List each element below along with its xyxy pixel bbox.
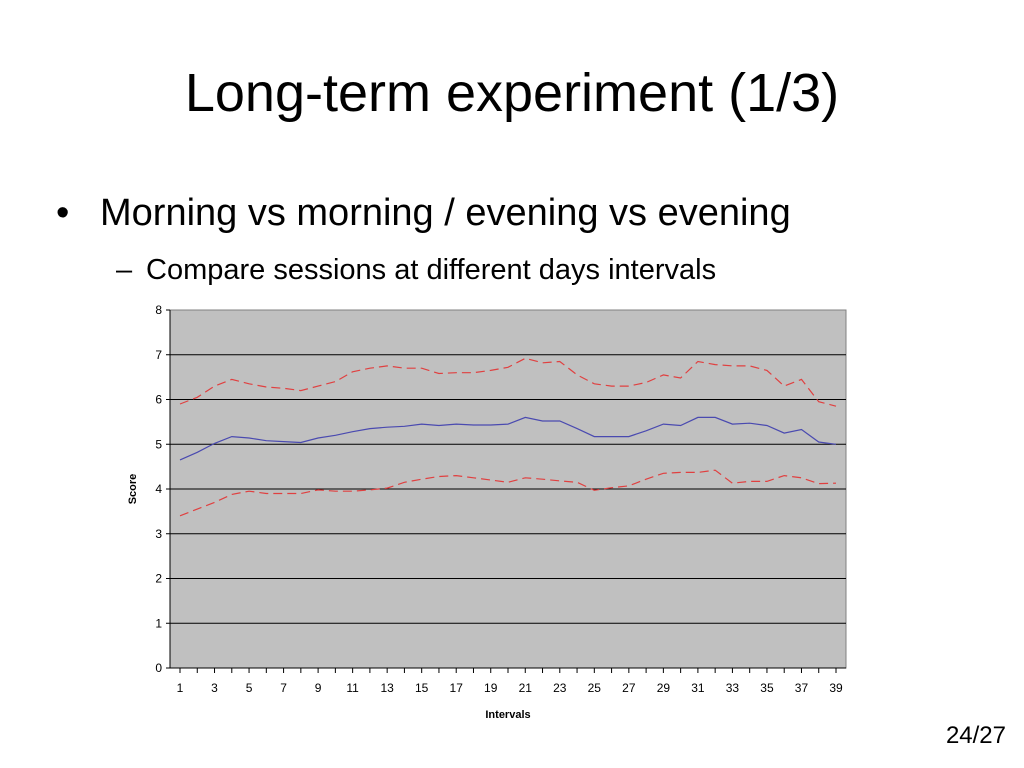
x-tick-label: 21 — [519, 681, 533, 695]
x-tick-label: 7 — [280, 681, 287, 695]
x-tick-label: 37 — [795, 681, 809, 695]
x-tick-label: 13 — [380, 681, 394, 695]
sub-bullet-item: – Compare sessions at different days inte… — [116, 251, 716, 289]
y-tick-label: 1 — [155, 616, 162, 630]
x-tick-label: 17 — [450, 681, 464, 695]
x-tick-label: 31 — [691, 681, 705, 695]
x-tick-label: 11 — [346, 681, 359, 695]
x-tick-label: 27 — [622, 681, 636, 695]
x-axis-label: Intervals — [485, 709, 530, 721]
bullet-text: Morning vs morning / evening vs evening — [100, 192, 791, 234]
series-lines — [179, 357, 837, 517]
y-tick-label: 3 — [155, 527, 162, 541]
x-tick-label: 5 — [246, 681, 253, 695]
x-tick-label: 3 — [211, 681, 218, 695]
y-axis-label: Score — [127, 474, 139, 505]
y-tick-label: 4 — [155, 482, 162, 496]
slide-title: Long-term experiment (1/3) — [184, 63, 840, 123]
y-tick-label: 0 — [155, 661, 162, 675]
sub-bullet-dash: – — [116, 254, 133, 286]
x-tick-label: 39 — [829, 681, 843, 695]
y-tick-label: 6 — [155, 393, 162, 407]
x-tick-label: 15 — [415, 681, 429, 695]
gridlines — [170, 354, 846, 624]
bound-series-line — [179, 469, 837, 517]
sub-bullet-text: Compare sessions at different days inter… — [146, 254, 717, 286]
x-tick-label: 19 — [484, 681, 498, 695]
y-tick-label: 8 — [155, 303, 162, 317]
x-tick-label: 29 — [657, 681, 671, 695]
y-tick-label: 2 — [155, 572, 162, 586]
x-tick-label: 35 — [760, 681, 774, 695]
x-tick-label: 23 — [553, 681, 567, 695]
slide-number: 24/27 — [945, 722, 1006, 749]
bullet-item: • Morning vs morning / evening vs evening — [56, 188, 791, 238]
bound-series-line — [179, 357, 837, 407]
x-tick-label: 25 — [588, 681, 602, 695]
mean-series-line — [179, 416, 837, 461]
x-tick-label: 1 — [177, 681, 184, 695]
x-tick-label: 33 — [726, 681, 740, 695]
x-tick-label: 9 — [315, 681, 322, 695]
bullet-dot: • — [56, 192, 70, 234]
y-tick-label: 5 — [155, 437, 162, 451]
y-tick-label: 7 — [155, 348, 162, 362]
